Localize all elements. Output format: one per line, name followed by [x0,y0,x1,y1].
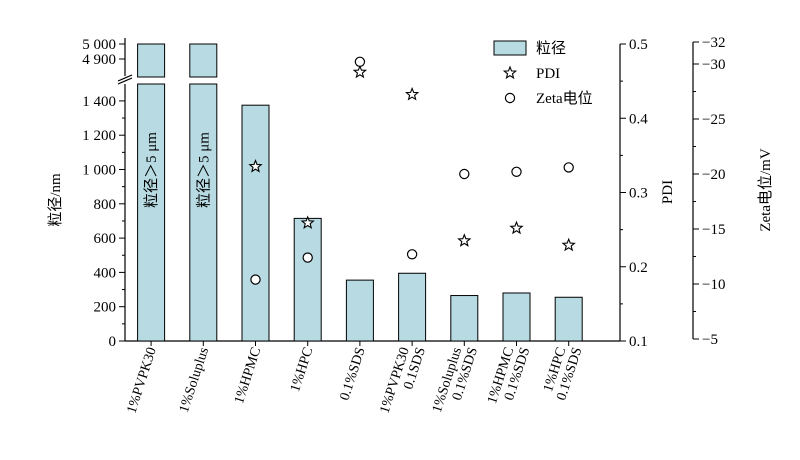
left-axis-title: 粒径/nm [47,173,64,227]
bar-inline-label: 粒径＞5 μm [195,132,212,208]
right-axis-pdi-tick-label: 0.2 [629,260,648,276]
x-axis-category-label: 1%PVPK30 [124,346,159,416]
left-axis-tick-label: 200 [94,300,117,316]
left-axis-tick-label: 5 000 [82,37,116,53]
right-axis-pdi-title: PDI [660,180,676,204]
right-axis-zeta-tick-label: −32 [702,35,725,51]
x-axis-category-label: 1%HPMC [232,346,264,406]
right-axis-zeta-tick-label: −20 [702,167,725,183]
bar-inline-label: 粒径＞5 μm [143,132,160,208]
bar [502,292,531,342]
left-axis-tick-label: 600 [94,231,117,247]
legend-star-swatch [502,65,518,80]
bar [554,296,583,342]
pdi-point [300,215,315,230]
pdi-point [509,220,524,235]
legend-label: Zeta电位 [536,90,593,107]
bar-upper-segment [189,43,218,78]
right-axis-zeta-tick-label: −10 [702,277,725,293]
zeta-point [302,252,313,263]
bar [293,217,322,342]
right-axis-pdi-tick-label: 0.1 [629,334,648,350]
right-axis-zeta-tick-label: −30 [702,57,725,73]
pdi-point [561,237,576,252]
right-axis-zeta-tick-label: −15 [702,222,725,238]
left-axis-tick-label: 1 400 [82,94,116,110]
right-axis-zeta-tick-label: −25 [702,112,725,128]
right-axis-zeta-title: Zeta电位/mV [757,148,774,231]
zeta-point [563,162,574,173]
right-axis-pdi-tick-label: 0.3 [629,186,648,202]
legend-label: PDI [536,66,560,82]
legend-bar-swatch [493,40,527,56]
pdi-point [404,86,420,101]
zeta-point [511,166,522,177]
x-axis-category-label: 0.1%SDS [337,346,368,403]
left-axis-tick-label: 1 200 [82,128,116,144]
left-axis-break-mark-lower [117,77,133,85]
zeta-point [250,274,261,285]
left-axis-tick-label: 1 000 [82,163,116,179]
right-axis-pdi-tick-label: 0.4 [629,111,648,127]
zeta-point [354,56,366,68]
left-axis-tick-label: 4 900 [82,52,116,68]
left-axis-tick-label: 400 [94,265,117,281]
pdi-point [248,159,263,173]
x-axis-category-label: 1%HPC [288,346,316,394]
bar [450,295,479,342]
pdi-point [352,64,368,79]
bar-upper-segment [137,43,166,78]
zeta-point [406,249,418,260]
x-axis-category-label: 1%Soluplus [177,346,212,415]
legend-circle-swatch [504,92,516,104]
bar [189,83,218,342]
left-axis-tick-label: 800 [94,197,117,213]
legend-label: 粒径 [536,40,566,57]
right-axis-zeta-tick-label: −5 [702,332,718,348]
left-axis-tick-label: 0 [109,334,117,350]
pdi-point [457,233,472,247]
bar [137,83,166,342]
right-axis-pdi-tick-label: 0.5 [629,37,648,53]
bar [241,104,270,342]
bar [398,272,427,342]
bar [345,279,374,342]
left-axis-break-mark-upper [117,74,133,82]
zeta-point [459,168,470,180]
